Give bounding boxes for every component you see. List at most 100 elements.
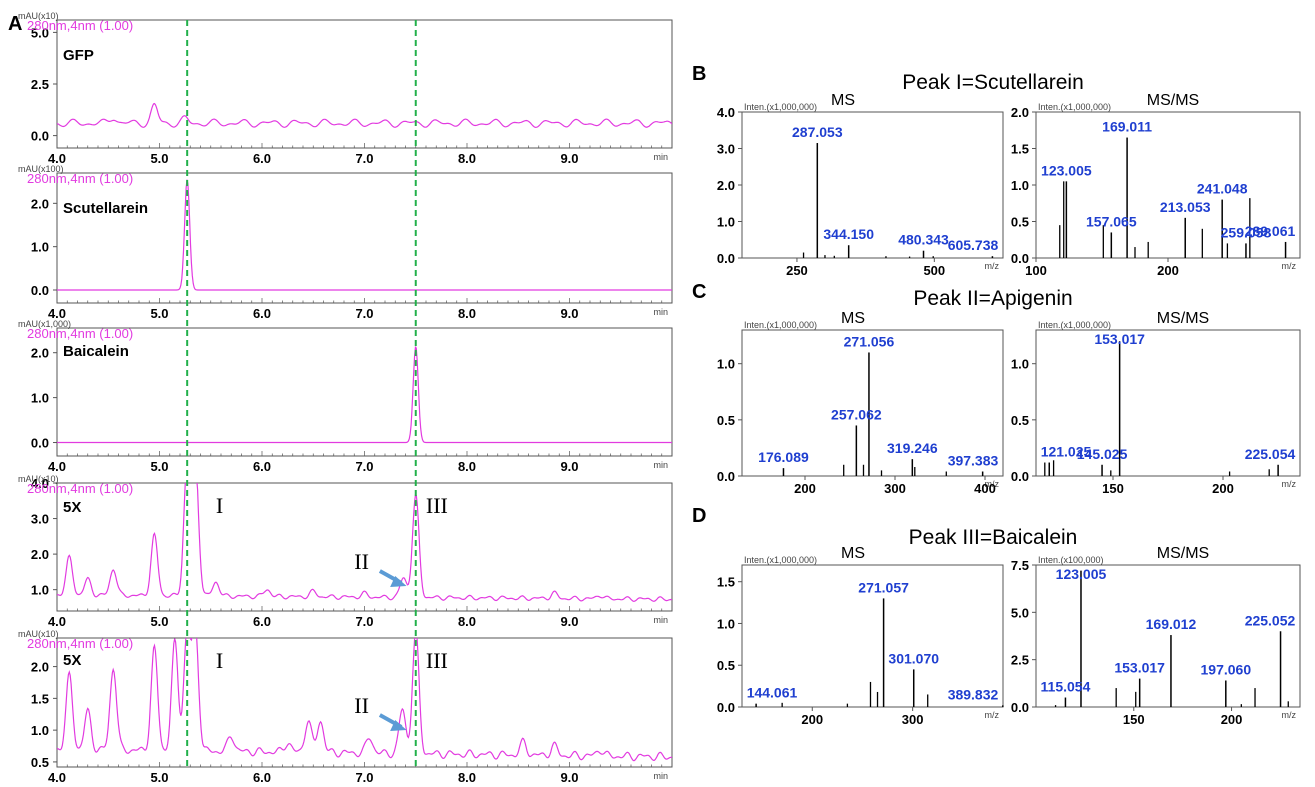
detector-header: 280nm,4nm (1.00) bbox=[27, 18, 133, 33]
sample-label: Baicalein bbox=[63, 343, 129, 360]
peak-marker-ii: II bbox=[354, 693, 369, 718]
x-tick-label: 100 bbox=[1025, 263, 1047, 278]
ms-title-d: Peak III=Baicalein bbox=[909, 526, 1078, 549]
mz-unit-label: m/z bbox=[1282, 710, 1297, 720]
chromatogram-3: 2.0 1.0 0.0 4.0 5.0 6.0 7.0 8.0 9.0 min mAU(x1,000… bbox=[18, 319, 673, 474]
y-tick-label: 1.0 bbox=[1011, 178, 1029, 193]
mass-spectrum-2: MS/MS Inten.(x1,000,000) m/z 2.0 1.5 1.0 0.5 0.… bbox=[1011, 92, 1301, 278]
y-tick-label: 0.5 bbox=[717, 658, 735, 673]
y-unit-label: mAU(x10) bbox=[18, 474, 59, 484]
y-tick-label: 5.0 bbox=[31, 25, 49, 40]
x-tick-label: 9.0 bbox=[560, 151, 578, 166]
intensity-unit-label: Inten.(x1,000,000) bbox=[744, 102, 817, 112]
y-tick-label: 1.5 bbox=[1011, 142, 1029, 157]
peak-label: 225.052 bbox=[1245, 612, 1296, 628]
y-tick-label: 1.0 bbox=[31, 583, 49, 598]
y-tick-label: 0.0 bbox=[717, 251, 735, 266]
panel-label-c: C bbox=[692, 281, 706, 303]
chromatogram-group: 5.02.50.04.0 5.0 6.0 7.0 8.0 9.0 minmAU(x10)28… bbox=[18, 11, 673, 785]
detector-header: 280nm,4nm (1.00) bbox=[27, 481, 133, 496]
peak-label: 289.061 bbox=[1245, 223, 1296, 239]
x-tick-label: 5.0 bbox=[150, 614, 168, 629]
y-tick-label: 2.0 bbox=[31, 547, 49, 562]
peak-label: 225.054 bbox=[1245, 446, 1296, 462]
peak-label: 480.343 bbox=[898, 232, 949, 248]
ms-title-b: Peak I=Scutellarein bbox=[902, 71, 1084, 94]
y-tick-label: 1.0 bbox=[717, 357, 735, 372]
peak-label: 271.057 bbox=[858, 579, 909, 595]
y-tick-label: 0.5 bbox=[717, 413, 735, 428]
y-tick-label: 5.0 bbox=[1011, 605, 1029, 620]
x-tick-label: 200 bbox=[1221, 712, 1243, 727]
mass-spectrum-6: MS/MS Inten.(x100,000) m/z 7.5 5.0 2.5 0.0 150 2… bbox=[1011, 545, 1301, 727]
x-tick-label: 200 bbox=[1212, 481, 1234, 496]
x-tick-label: 150 bbox=[1102, 481, 1124, 496]
x-tick-label: 4.0 bbox=[48, 770, 66, 785]
y-tick-label: 0.0 bbox=[31, 283, 49, 298]
y-tick-label: 0.0 bbox=[31, 129, 49, 144]
plot-frame bbox=[56, 19, 673, 149]
y-tick-label: 2.5 bbox=[1011, 653, 1029, 668]
chromatogram-trace bbox=[57, 102, 672, 129]
detector-header: 280nm,4nm (1.00) bbox=[27, 171, 133, 186]
x-unit-label: min bbox=[653, 771, 668, 781]
peak-label: 121.025 bbox=[1041, 444, 1092, 460]
x-tick-label: 5.0 bbox=[150, 151, 168, 166]
plot-frame bbox=[56, 482, 673, 612]
y-tick-label: 0.0 bbox=[717, 469, 735, 484]
x-tick-label: 300 bbox=[884, 481, 906, 496]
x-tick-label: 7.0 bbox=[355, 459, 373, 474]
y-unit-label: mAU(x1,000) bbox=[18, 319, 71, 329]
y-tick-label: 2.0 bbox=[717, 178, 735, 193]
peak-label: 389.832 bbox=[948, 686, 999, 702]
x-tick-label: 8.0 bbox=[458, 614, 476, 629]
peak-label: 344.150 bbox=[823, 226, 874, 242]
panel-label-b: B bbox=[692, 63, 706, 85]
peak-label: 197.060 bbox=[1201, 661, 1252, 677]
y-tick-label: 0.0 bbox=[1011, 251, 1029, 266]
y-tick-label: 0.5 bbox=[1011, 413, 1029, 428]
sample-label: 5X bbox=[63, 499, 81, 516]
x-tick-label: 8.0 bbox=[458, 306, 476, 321]
y-tick-label: 1.0 bbox=[717, 215, 735, 230]
mass-spectrum-4: MS/MS Inten.(x1,000,000) m/z 1.0 0.5 0.0 150 20… bbox=[1011, 310, 1301, 496]
x-unit-label: min bbox=[653, 307, 668, 317]
y-tick-label: 4.0 bbox=[31, 476, 49, 491]
x-tick-label: 150 bbox=[1123, 712, 1145, 727]
y-tick-label: 4.0 bbox=[717, 105, 735, 120]
y-tick-label: 3.0 bbox=[31, 512, 49, 527]
peak-marker-ii: II bbox=[354, 549, 369, 574]
chromatogram-trace bbox=[57, 179, 672, 291]
x-tick-label: 4.0 bbox=[48, 151, 66, 166]
peak-marker-iii: III bbox=[426, 648, 448, 673]
peak-label: 213.053 bbox=[1160, 199, 1211, 215]
peak-label: 301.070 bbox=[888, 650, 939, 666]
detector-header: 280nm,4nm (1.00) bbox=[27, 636, 133, 651]
intensity-unit-label: Inten.(x1,000,000) bbox=[744, 555, 817, 565]
y-tick-label: 0.0 bbox=[1011, 700, 1029, 715]
x-tick-label: 200 bbox=[1157, 263, 1179, 278]
x-tick-label: 9.0 bbox=[560, 459, 578, 474]
x-unit-label: min bbox=[653, 460, 668, 470]
x-tick-label: 6.0 bbox=[253, 770, 271, 785]
x-tick-label: 5.0 bbox=[150, 770, 168, 785]
y-tick-label: 2.0 bbox=[31, 660, 49, 675]
peak-label: 287.053 bbox=[792, 124, 843, 140]
y-tick-label: 1.0 bbox=[1011, 357, 1029, 372]
peak-label: 123.005 bbox=[1041, 162, 1092, 178]
plot-frame bbox=[56, 172, 673, 304]
mz-unit-label: m/z bbox=[1282, 479, 1297, 489]
spectrum-type-label: MS/MS bbox=[1157, 545, 1209, 562]
arrow-head bbox=[390, 720, 407, 731]
panel-label-d: D bbox=[692, 505, 706, 527]
x-unit-label: min bbox=[653, 152, 668, 162]
peak-label: 176.089 bbox=[758, 449, 809, 465]
mass-spectrum-5: MS Inten.(x1,000,000) m/z 1.5 1.0 0.5 0.0 200 30… bbox=[717, 545, 1004, 727]
peak-label: 157.065 bbox=[1086, 213, 1137, 229]
y-tick-label: 1.0 bbox=[31, 723, 49, 738]
y-tick-label: 1.0 bbox=[31, 240, 49, 255]
peak-label: 271.056 bbox=[844, 333, 895, 349]
peak-label: 257.062 bbox=[831, 406, 882, 422]
chromatogram-trace bbox=[57, 483, 672, 602]
y-unit-label: mAU(x100) bbox=[18, 164, 64, 174]
